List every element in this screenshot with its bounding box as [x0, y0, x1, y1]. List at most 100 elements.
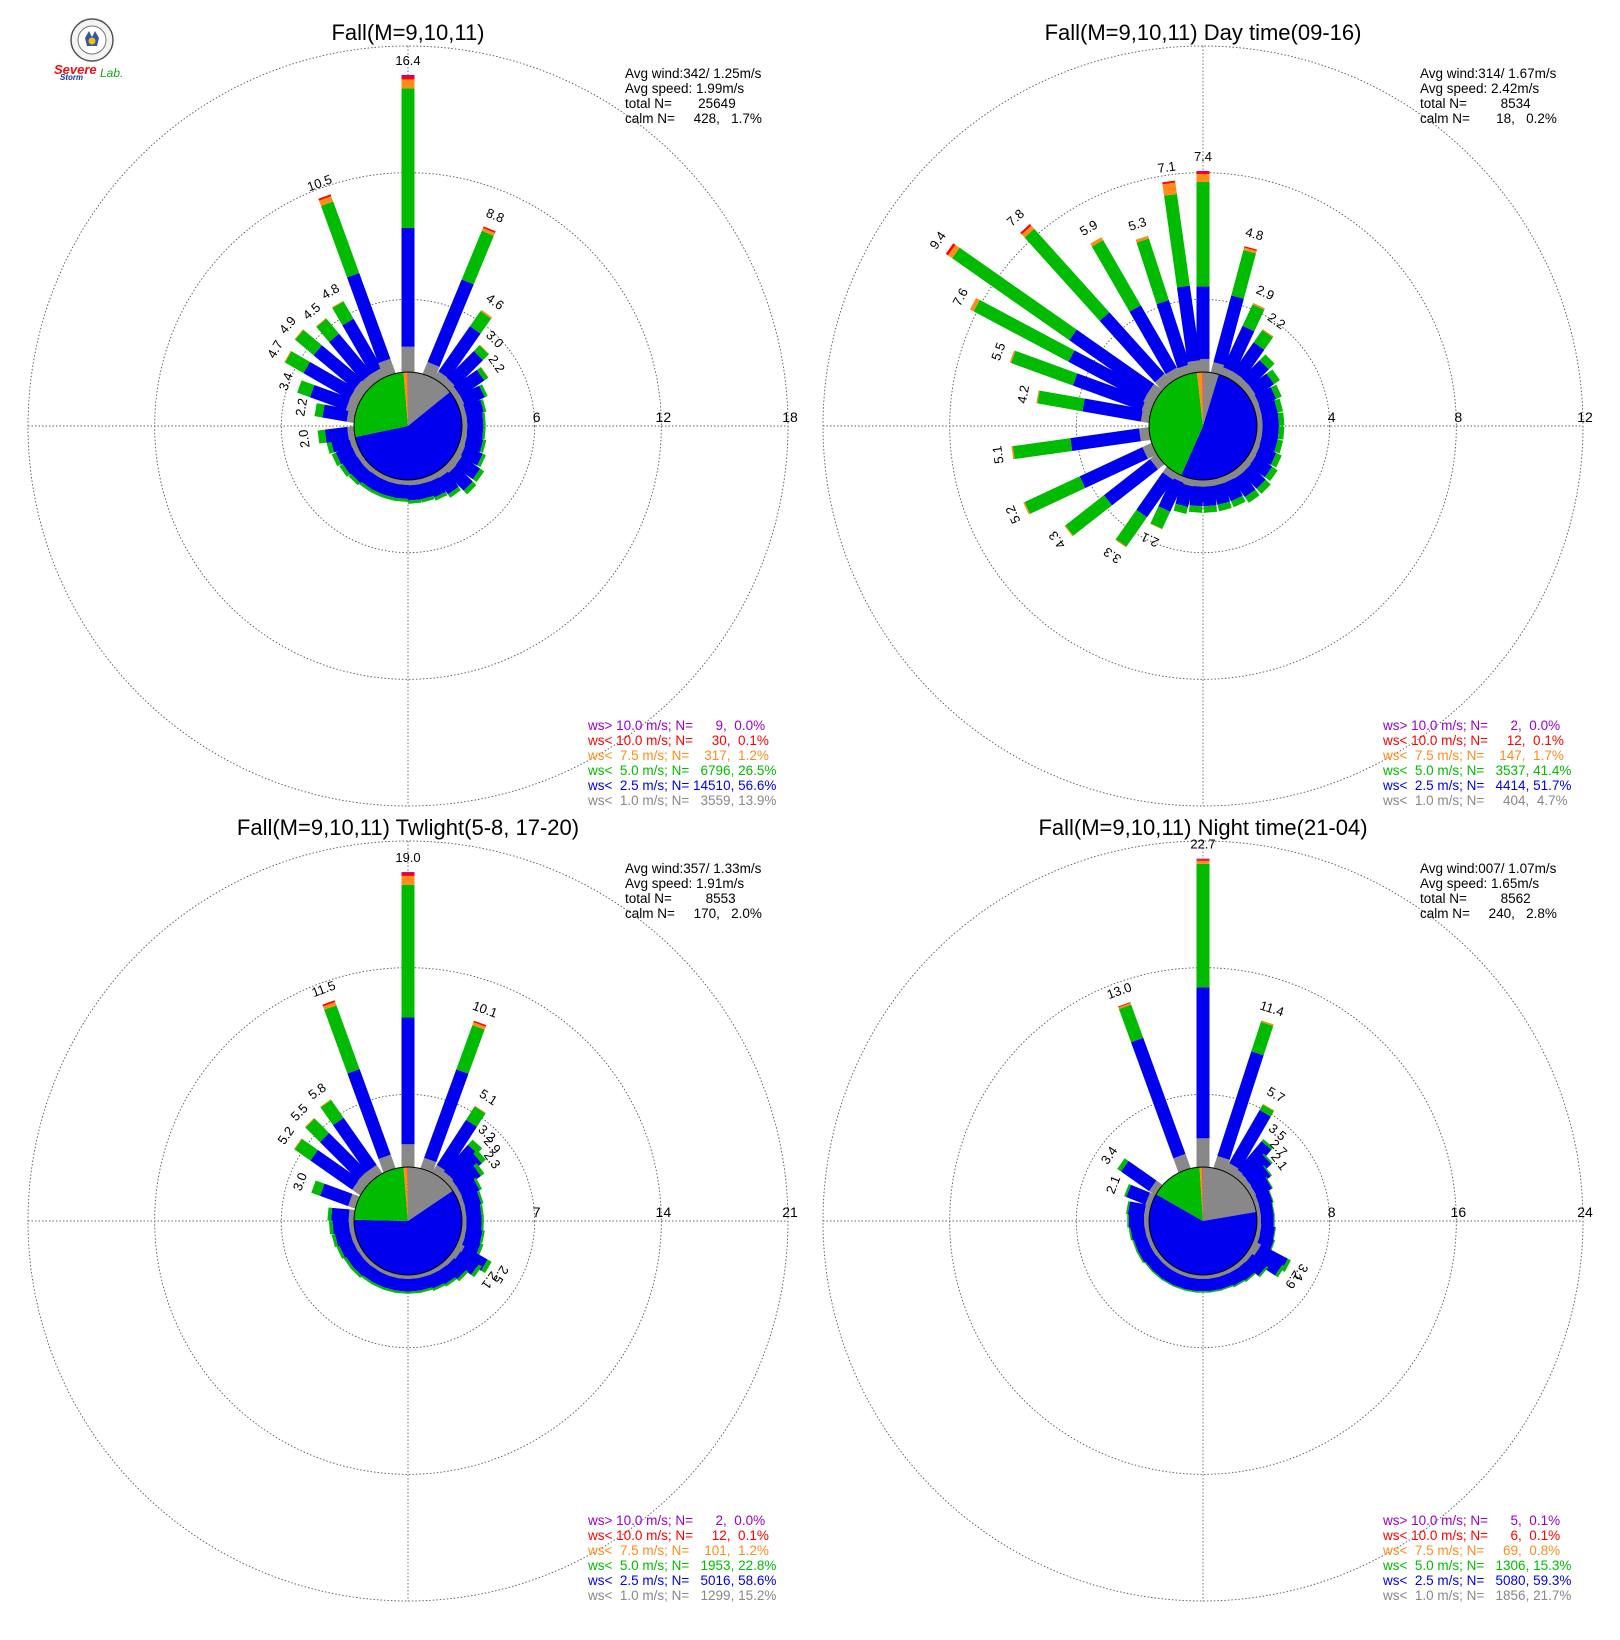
ring-label: 4 — [1328, 409, 1336, 425]
spoke-segment — [295, 329, 322, 356]
ring-label: 12 — [1577, 409, 1593, 425]
spoke-segment — [332, 1117, 377, 1173]
stats-line: calm N= 18, 0.2% — [1420, 111, 1557, 126]
range-ring — [1075, 1093, 1331, 1349]
spoke-value-label: 4.8 — [319, 280, 342, 302]
spoke-value-label: 2.3 — [481, 1148, 504, 1171]
spoke-segment — [479, 384, 488, 398]
spoke-segment — [395, 1290, 409, 1294]
spoke-segment — [458, 1246, 488, 1271]
legend-entry: ws< 7.5 m/s; N= 317, 1.2% — [587, 748, 769, 763]
panel-title: Fall(M=9,10,11) — [331, 20, 484, 45]
panel-title: Fall(M=9,10,11) Twlight(5-8, 17-20) — [237, 815, 579, 840]
stats-line: calm N= 428, 1.7% — [625, 111, 762, 126]
spoke-segment — [461, 1191, 482, 1210]
spoke-segment — [1213, 295, 1244, 366]
direction-spoke — [406, 479, 422, 504]
spoke-value-label: 2.1 — [1103, 1173, 1124, 1195]
spoke-segment — [343, 1256, 354, 1269]
logo-text-b: Storm — [60, 73, 83, 82]
legend-entry: ws< 2.5 m/s; N= 5080, 59.3% — [1382, 1573, 1571, 1588]
spoke-value-label: 3.4 — [276, 370, 296, 392]
direction-spoke — [461, 412, 486, 428]
spoke-value-label: 5.2 — [274, 1124, 297, 1147]
spoke-segment — [284, 350, 292, 363]
legend-entry: ws< 10.0 m/s; N= 12, 0.1% — [1382, 733, 1564, 748]
spoke-segment — [1230, 495, 1246, 508]
pie-slice — [355, 391, 462, 481]
spoke-segment — [401, 74, 415, 77]
spoke-segment — [473, 1149, 486, 1164]
spoke-segment — [1136, 472, 1174, 518]
spoke-segment — [348, 1209, 355, 1223]
spoke-segment — [1196, 863, 1210, 988]
spoke-segment — [1091, 239, 1141, 312]
spoke-segment — [314, 403, 325, 418]
legend-entry: ws> 10.0 m/s; N= 5, 0.1% — [1382, 1513, 1560, 1528]
spoke-segment — [320, 1183, 353, 1207]
spoke-segment — [436, 1119, 477, 1172]
spoke-segment — [1064, 525, 1074, 537]
pie-slice — [1149, 1194, 1257, 1275]
spoke-segment — [360, 470, 380, 490]
spoke-value-label: 16.4 — [395, 53, 420, 68]
spoke-segment — [973, 299, 1075, 362]
spoke-value-label: 4.9 — [276, 313, 299, 336]
spoke-segment — [476, 367, 489, 381]
spoke-segment — [1154, 373, 1172, 391]
spoke-segment — [463, 481, 477, 495]
spoke-value-label: 5.3 — [1126, 214, 1148, 234]
spoke-segment — [1099, 312, 1165, 383]
spoke-segment — [1009, 350, 1016, 364]
spoke-segment — [1231, 249, 1256, 299]
spoke-segment — [1196, 1275, 1210, 1279]
spoke-segment — [1118, 1002, 1131, 1008]
spoke-segment — [1251, 1249, 1283, 1276]
spoke-segment — [303, 361, 356, 400]
spoke-segment — [310, 1149, 360, 1190]
spoke-value-label: 4.5 — [300, 300, 323, 323]
legend-entry: ws< 2.5 m/s; N= 14510, 56.6% — [587, 778, 776, 793]
direction-spoke — [327, 1207, 355, 1223]
spoke-segment — [382, 1287, 397, 1293]
spoke-segment — [443, 1144, 478, 1181]
spoke-segment — [438, 326, 481, 379]
spoke-segment — [1196, 860, 1210, 864]
spoke-segment — [401, 1017, 415, 1145]
speed-pie — [1148, 371, 1258, 481]
spoke-segment — [1241, 360, 1269, 388]
spoke-segment — [1217, 1051, 1264, 1160]
spoke-segment — [1251, 1021, 1274, 1056]
spoke-segment — [319, 1132, 368, 1181]
direction-spoke — [461, 424, 486, 440]
pie-outline — [353, 1166, 463, 1276]
direction-spoke: 7.8 — [1004, 206, 1172, 391]
spoke-segment — [456, 1025, 485, 1074]
spoke-segment — [1142, 442, 1157, 459]
spoke-segment — [1136, 238, 1169, 305]
spoke-segment — [1208, 1289, 1222, 1293]
direction-spoke — [1257, 1214, 1275, 1228]
spoke-segment — [1262, 1153, 1273, 1164]
direction-spoke — [1196, 1275, 1210, 1293]
spoke-segment — [422, 361, 440, 379]
spoke-segment — [1069, 329, 1155, 395]
spoke-segment — [1165, 367, 1182, 383]
spoke-value-label: 3.0 — [483, 327, 506, 350]
spoke-segment — [1201, 485, 1217, 507]
spoke-value-label: 5.5 — [287, 1100, 310, 1123]
legend-entry: ws< 7.5 m/s; N= 69, 0.8% — [1382, 1543, 1560, 1558]
spoke-segment — [1196, 987, 1210, 1139]
spoke-segment — [1248, 455, 1273, 478]
spoke-segment — [1261, 412, 1280, 428]
spoke-segment — [329, 333, 372, 382]
pie-slice — [403, 372, 408, 426]
direction-spoke: 5.2 — [1002, 442, 1157, 526]
spoke-segment — [1246, 1165, 1271, 1190]
spoke-segment — [452, 1165, 481, 1192]
direction-spoke: 16.4 — [395, 53, 421, 372]
spoke-segment — [309, 384, 351, 411]
spoke-segment — [1270, 453, 1282, 468]
spoke-segment — [1242, 1154, 1272, 1184]
